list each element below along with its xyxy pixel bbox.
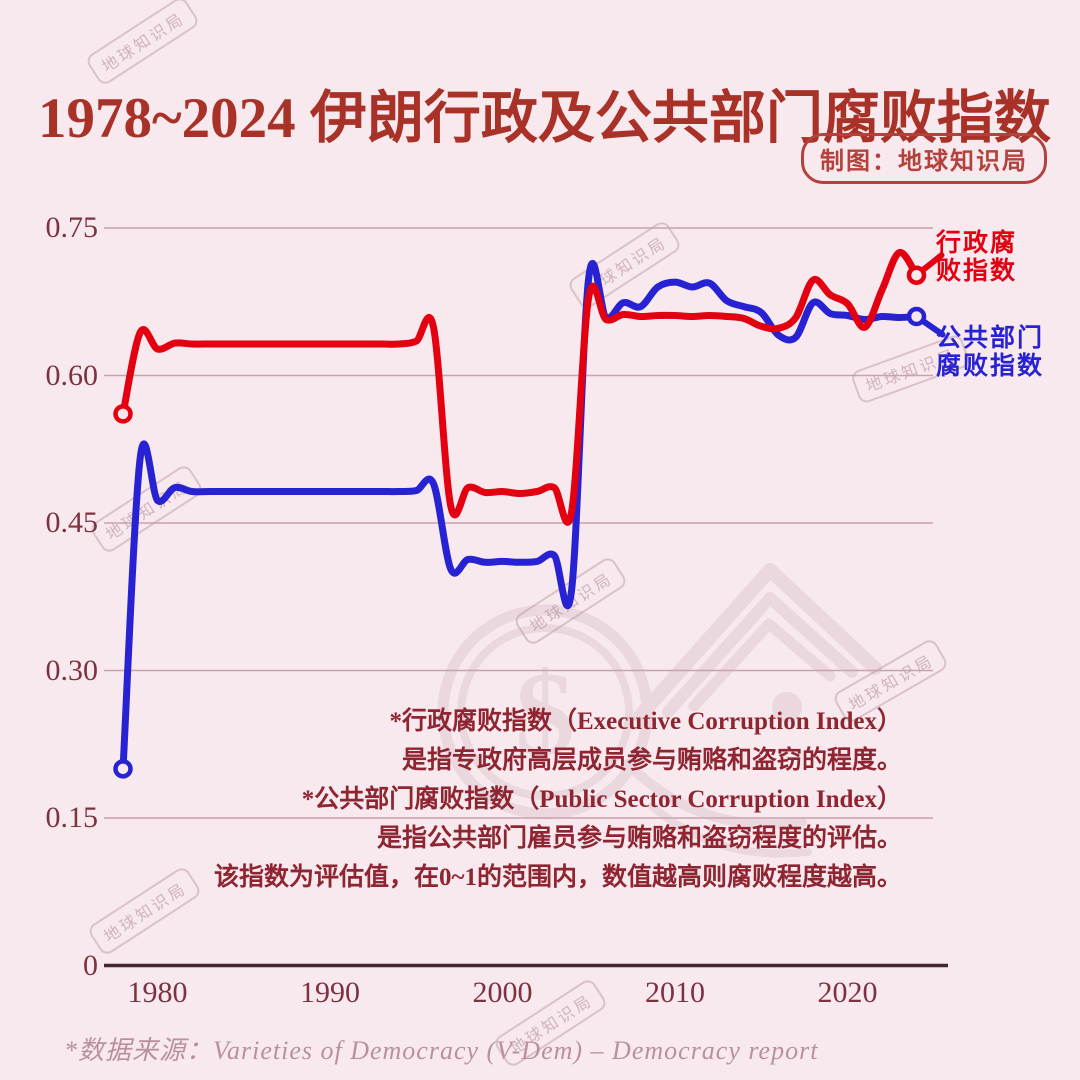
series-end-marker (906, 306, 927, 327)
index-definitions: *行政腐败指数（Executive Corruption Index） 是指专政… (214, 702, 902, 897)
y-axis-tick-label: 0.15 (45, 801, 99, 834)
legend-public-line2: 腐败指数 (936, 353, 1045, 380)
definition-line: *行政腐败指数（Executive Corruption Index） (389, 708, 902, 735)
x-axis-tick-label: 1990 (300, 976, 360, 1009)
legend-executive-line2: 败指数 (936, 258, 1018, 285)
dollar-glyph-icon: $ (515, 647, 575, 780)
series-line-public (119, 260, 920, 773)
series-start-marker (113, 404, 133, 424)
series-line-executive (119, 249, 920, 526)
legend-public-line1: 公共部门 (936, 325, 1045, 352)
x-axis-tick-label: 1980 (127, 976, 188, 1009)
legend-executive-index: 行政腐 败指数 (936, 230, 1017, 286)
x-axis-tick-label: 2000 (472, 976, 533, 1009)
x-axis-tick-label: 2020 (817, 976, 878, 1009)
definition-line: *公共部门腐败指数（Public Sector Corruption Index… (301, 786, 902, 813)
y-axis-tick-label: 0 (83, 948, 98, 982)
y-axis-tick-label: 0.60 (45, 358, 99, 392)
y-axis-tick-label: 0.30 (45, 653, 99, 687)
legend-executive-line1: 行政腐 (936, 230, 1018, 257)
x-axis-tick-label: 2010 (645, 976, 705, 1009)
series-end-marker (906, 265, 927, 285)
y-axis-tick-label: 0.75 (45, 211, 99, 244)
data-source-note: *数据来源：Varieties of Democracy (V-Dem) – D… (64, 1036, 819, 1065)
credit-badge: 制图：地球知识局 (801, 133, 1047, 184)
page-title: 1978~2024 伊朗行政及公共部门腐败指数 (38, 87, 1051, 151)
series-start-marker (113, 759, 133, 779)
legend-public-index: 公共部门 腐败指数 (936, 325, 1044, 381)
definition-line: 是指公共部门雇员参与贿赂和盗窃程度的评估。 (376, 825, 902, 852)
definition-line: 该指数为评估值，在0~1的范围内，数值越高则腐败程度越高。 (213, 864, 902, 891)
y-axis-tick-label: 0.45 (45, 506, 99, 539)
definition-line: 是指专政府高层成员参与贿赂和盗窃的程度。 (401, 747, 902, 774)
